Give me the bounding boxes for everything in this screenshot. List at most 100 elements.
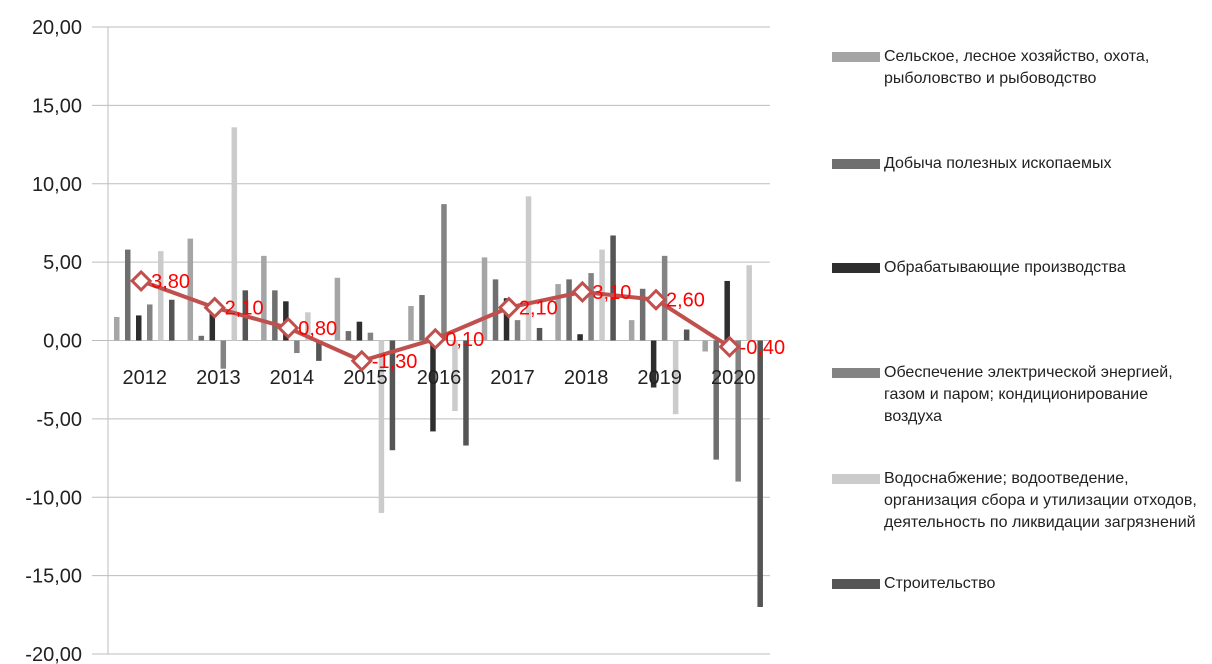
y-tick-label: 10,00 [32, 174, 82, 196]
legend-item: Обрабатывающие производства [832, 257, 1207, 279]
x-tick-label: 2019 [637, 367, 682, 389]
legend-item: Добыча полезных ископаемых [832, 153, 1207, 175]
x-tick-label: 2016 [417, 367, 462, 389]
bar [452, 340, 458, 412]
bar [746, 265, 752, 341]
bar [514, 320, 521, 341]
bar [294, 340, 300, 354]
bar [220, 340, 227, 369]
legend-label: Обеспечение электрической энергией, газо… [884, 364, 1173, 425]
legend-swatch [832, 263, 880, 273]
bar [334, 277, 341, 341]
legend-swatch [832, 474, 880, 484]
bar [198, 335, 205, 341]
bar [158, 251, 164, 341]
bar [492, 279, 499, 341]
bar [261, 255, 267, 341]
x-tick-label: 2015 [343, 367, 388, 389]
y-tick-label: -20,00 [25, 644, 82, 664]
bar [639, 288, 646, 341]
y-tick-label: -15,00 [25, 566, 82, 588]
x-tick-label: 2017 [490, 367, 535, 389]
data-label: 2,60 [666, 290, 705, 312]
bar [305, 312, 311, 341]
x-tick-label: 2012 [123, 367, 168, 389]
bar [187, 238, 194, 341]
data-label: 0,10 [445, 329, 484, 351]
bar [430, 340, 436, 432]
legend-item: Сельское, лесное хозяйство, охота, рыбол… [832, 46, 1207, 90]
bar [169, 299, 175, 341]
bar [588, 273, 594, 341]
bar [735, 340, 741, 482]
bar [610, 235, 616, 341]
y-tick-label: 5,00 [43, 252, 82, 274]
bar [713, 340, 719, 460]
bar [209, 306, 216, 341]
bar [481, 257, 488, 341]
legend-item: Строительство [832, 573, 1207, 595]
data-label: 3,10 [592, 282, 631, 304]
x-tick-label: 2018 [564, 367, 609, 389]
line-marker [350, 349, 373, 372]
y-tick-label: 20,00 [32, 17, 82, 39]
bar [724, 280, 730, 341]
line-marker [497, 296, 520, 319]
data-label: 2,10 [519, 298, 558, 320]
line-marker [129, 269, 153, 293]
data-label: -1,30 [372, 351, 418, 373]
line-marker [718, 335, 741, 358]
bar [441, 204, 447, 341]
line-marker [203, 296, 226, 319]
legend-swatch [832, 579, 880, 589]
bar [356, 321, 363, 341]
bar [378, 340, 385, 513]
bar [114, 316, 120, 341]
legend-item: Обеспечение электрической энергией, газо… [832, 362, 1207, 428]
bar [683, 329, 690, 341]
legend-item: Водоснабжение; водоотведение, организаци… [832, 468, 1207, 534]
y-tick-label: 0,00 [43, 331, 82, 353]
y-tick-label: -10,00 [25, 487, 82, 509]
bar [566, 279, 572, 341]
legend-swatch [832, 159, 880, 169]
bar [367, 332, 374, 341]
legend-swatch [832, 368, 880, 378]
line-marker [277, 316, 300, 340]
data-label: 2,10 [225, 298, 264, 320]
bar [628, 320, 635, 341]
legend-label: Обрабатывающие производства [884, 259, 1126, 276]
bar [555, 284, 561, 341]
bar [389, 340, 396, 451]
bar [702, 340, 708, 352]
y-tick-label: 15,00 [32, 95, 82, 117]
bar [419, 295, 425, 341]
x-tick-label: 2014 [270, 367, 315, 389]
line-marker [424, 327, 447, 351]
bar [125, 249, 131, 341]
data-label: 3,80 [151, 271, 190, 293]
legend-label: Добыча полезных ископаемых [884, 155, 1112, 172]
bar [316, 340, 322, 361]
bar [672, 340, 679, 415]
bar [272, 290, 278, 341]
bar [650, 340, 657, 388]
bar [136, 315, 142, 341]
bar [577, 334, 583, 341]
line-marker [644, 288, 668, 311]
plot: -20,00 -15,00 -10,00 -5,00 0,00 5,00 10,00 15,0… [25, 17, 786, 664]
line-marker [571, 280, 594, 304]
bar [147, 304, 153, 341]
legend-label: Водоснабжение; водоотведение, организаци… [884, 470, 1197, 531]
legend-swatch [832, 52, 880, 62]
bar [345, 331, 352, 341]
bar [463, 340, 469, 446]
data-label: -0,40 [740, 337, 786, 359]
y-tick-label: -5,00 [36, 409, 82, 431]
legend-label: Строительство [884, 575, 996, 592]
bar [231, 127, 238, 341]
bar [408, 306, 414, 341]
bar [536, 327, 543, 341]
x-tick-label: 2013 [196, 367, 241, 389]
